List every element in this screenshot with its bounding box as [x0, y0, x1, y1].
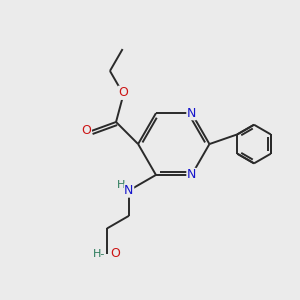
Text: N: N — [187, 107, 196, 120]
Text: N: N — [124, 184, 134, 197]
Text: H-: H- — [92, 249, 105, 259]
Text: O: O — [82, 124, 92, 137]
Text: O: O — [118, 86, 128, 99]
Text: N: N — [187, 168, 196, 182]
Text: O: O — [110, 247, 120, 260]
Text: H: H — [116, 180, 125, 190]
